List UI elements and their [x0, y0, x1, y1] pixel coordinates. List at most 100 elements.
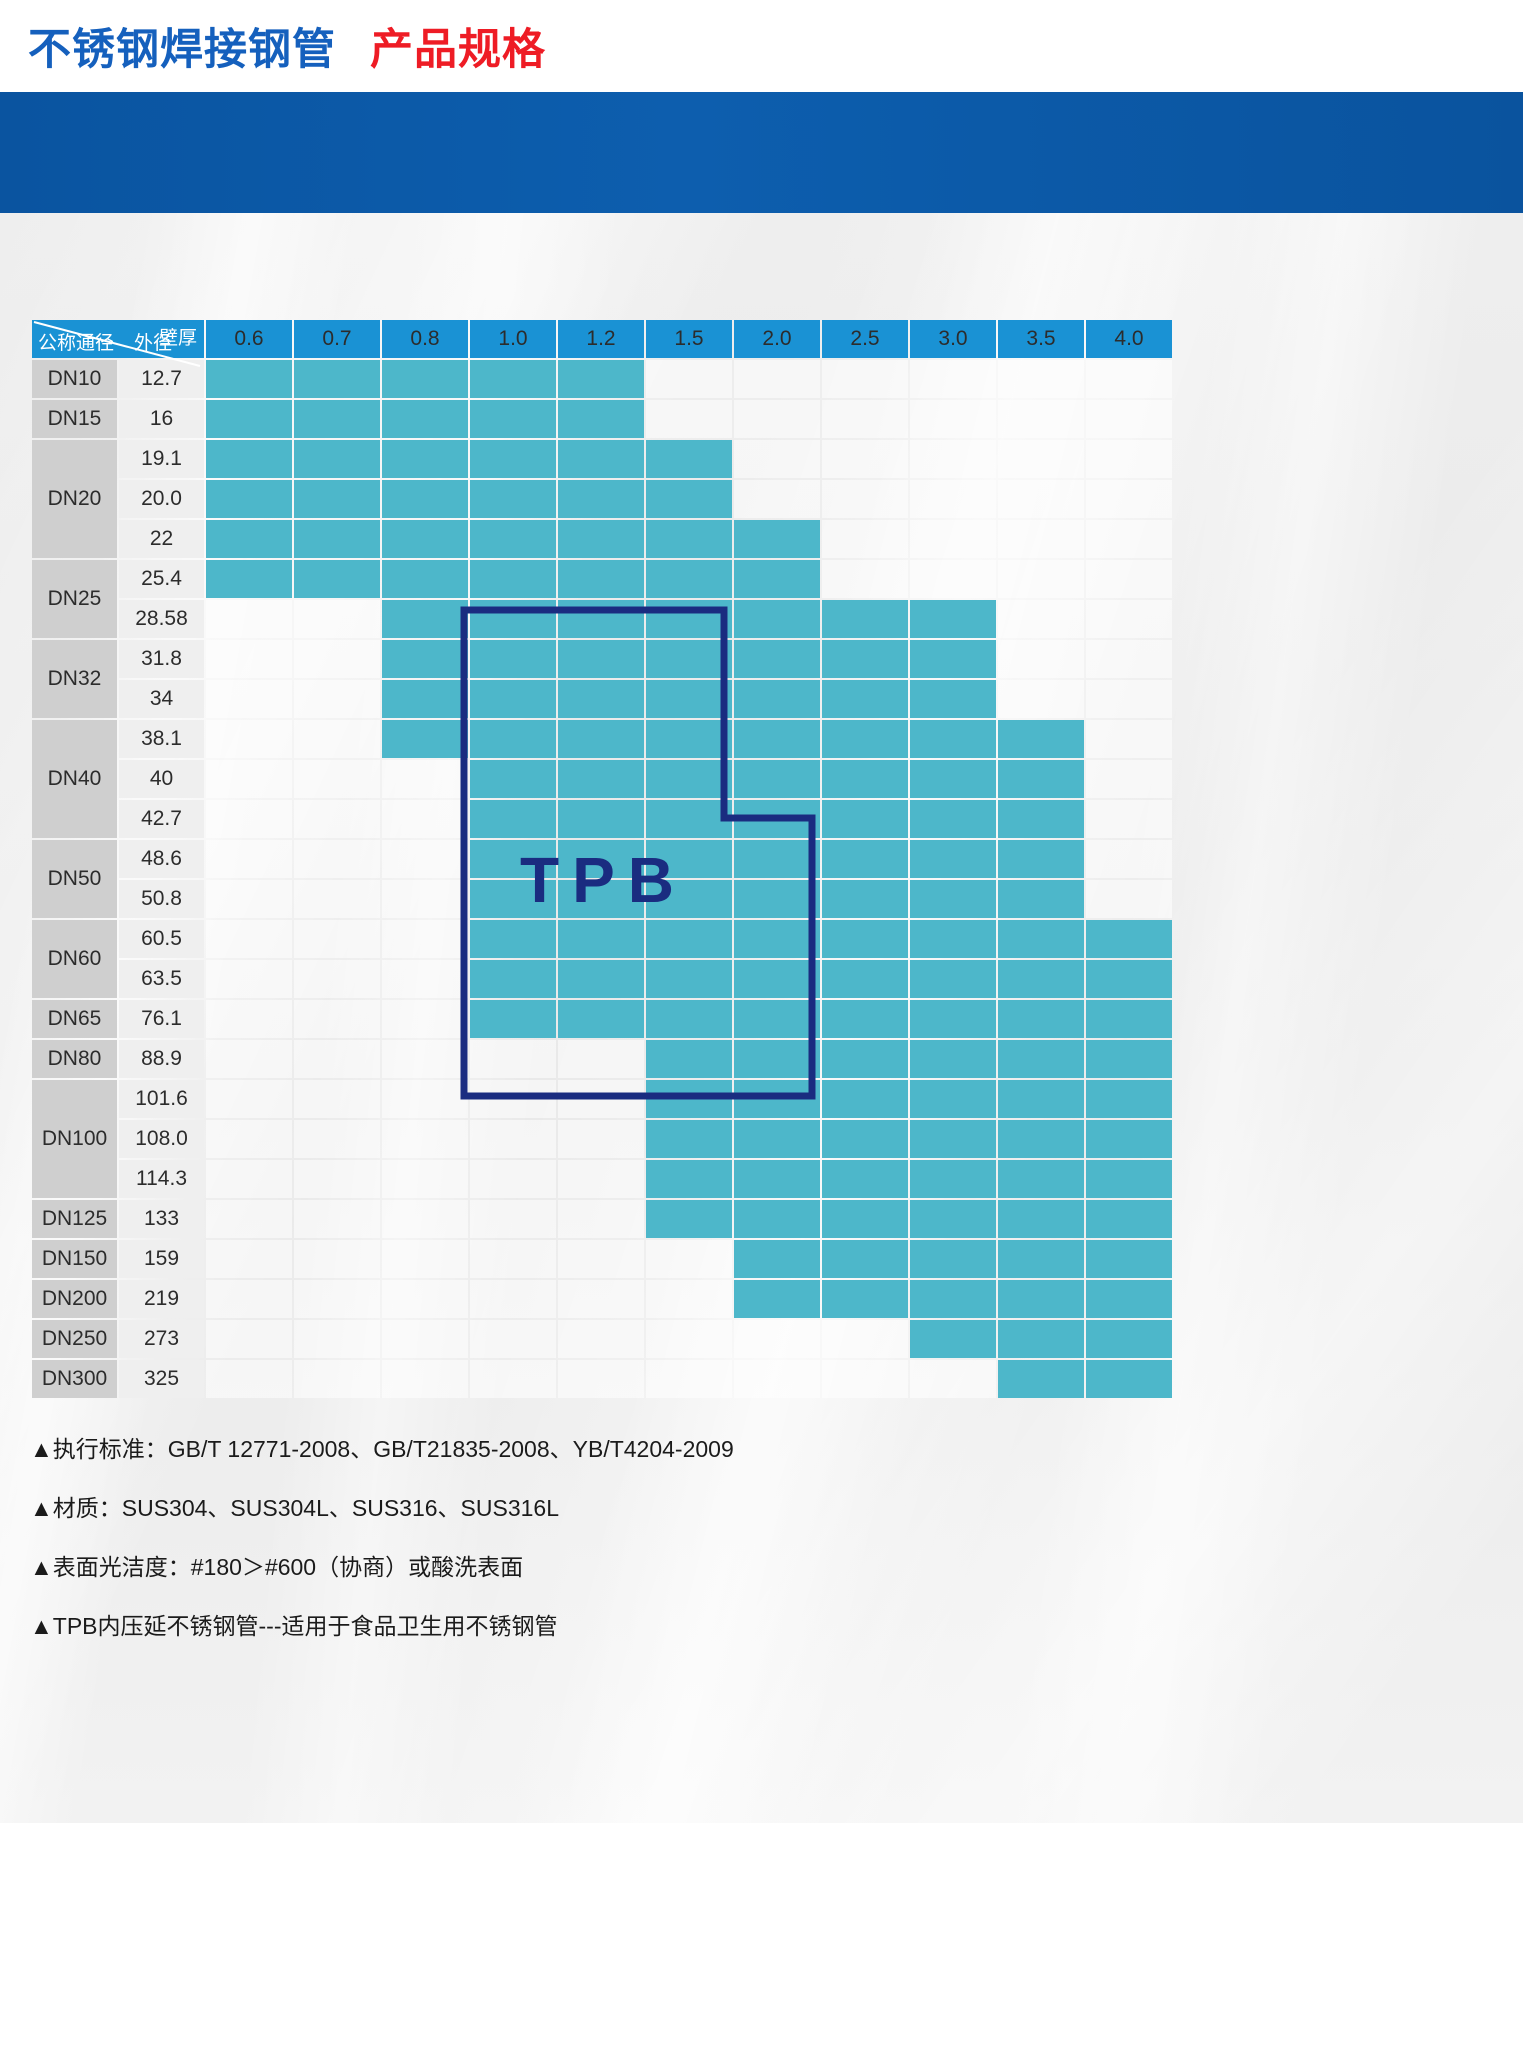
header-thickness-3.0: 3.0: [910, 320, 996, 358]
dn-cell: DN100: [32, 1080, 117, 1198]
availability-cell-filled: [734, 840, 820, 878]
availability-cell-empty: [382, 1120, 468, 1158]
od-cell: 40: [119, 760, 204, 798]
availability-cell-filled: [1086, 920, 1172, 958]
availability-cell-filled: [646, 480, 732, 518]
availability-cell-empty: [734, 360, 820, 398]
availability-cell-filled: [1086, 1240, 1172, 1278]
availability-cell-filled: [382, 640, 468, 678]
availability-cell-filled: [910, 760, 996, 798]
od-cell: 63.5: [119, 960, 204, 998]
availability-cell-filled: [294, 400, 380, 438]
availability-cell-empty: [382, 1360, 468, 1398]
availability-cell-empty: [206, 800, 292, 838]
availability-cell-empty: [206, 1280, 292, 1318]
availability-cell-filled: [294, 480, 380, 518]
header-thickness-1.5: 1.5: [646, 320, 732, 358]
od-cell: 38.1: [119, 720, 204, 758]
od-cell: 42.7: [119, 800, 204, 838]
availability-cell-empty: [206, 1160, 292, 1198]
availability-cell-empty: [382, 1040, 468, 1078]
availability-cell-filled: [470, 560, 556, 598]
availability-cell-filled: [558, 840, 644, 878]
availability-cell-empty: [734, 440, 820, 478]
availability-cell-filled: [558, 600, 644, 638]
availability-cell-empty: [294, 1240, 380, 1278]
availability-cell-empty: [206, 960, 292, 998]
header-thickness-4.0: 4.0: [1086, 320, 1172, 358]
table-row: DN50 48.6: [32, 840, 1172, 918]
availability-cell-filled: [646, 560, 732, 598]
availability-cell-empty: [206, 920, 292, 958]
availability-cell-empty: [910, 520, 996, 558]
availability-cell-empty: [1086, 440, 1172, 478]
availability-cell-filled: [558, 1000, 644, 1038]
table-row: 63.5: [32, 960, 1172, 998]
availability-cell-empty: [734, 1320, 820, 1358]
availability-cell-empty: [294, 1360, 380, 1398]
availability-cell-filled: [822, 840, 908, 878]
availability-cell-filled: [646, 720, 732, 758]
dn-cell: DN15: [32, 400, 117, 438]
availability-cell-filled: [910, 1080, 996, 1118]
availability-cell-filled: [734, 960, 820, 998]
availability-cell-empty: [206, 600, 292, 638]
availability-cell-filled: [558, 480, 644, 518]
availability-cell-empty: [294, 720, 380, 758]
availability-cell-empty: [1086, 800, 1172, 838]
availability-cell-filled: [910, 600, 996, 638]
availability-cell-empty: [206, 1040, 292, 1078]
availability-cell-empty: [910, 440, 996, 478]
header-thickness-0.8: 0.8: [382, 320, 468, 358]
availability-cell-filled: [910, 920, 996, 958]
availability-cell-filled: [646, 1200, 732, 1238]
availability-cell-filled: [822, 680, 908, 718]
availability-cell-filled: [910, 880, 996, 918]
availability-cell-filled: [734, 1280, 820, 1318]
availability-cell-empty: [294, 1320, 380, 1358]
dn-cell: DN32: [32, 640, 117, 718]
dn-cell: DN60: [32, 920, 117, 998]
table-row: 40: [32, 760, 1172, 798]
availability-cell-empty: [1086, 680, 1172, 718]
availability-cell-filled: [558, 920, 644, 958]
availability-cell-filled: [558, 400, 644, 438]
availability-cell-empty: [998, 440, 1084, 478]
availability-cell-empty: [382, 1320, 468, 1358]
availability-cell-filled: [646, 1160, 732, 1198]
dn-cell: DN200: [32, 1280, 117, 1318]
availability-cell-empty: [294, 1280, 380, 1318]
table-row: DN300 325: [32, 1360, 1172, 1398]
availability-cell-filled: [382, 400, 468, 438]
availability-cell-empty: [910, 400, 996, 438]
availability-cell-empty: [294, 640, 380, 678]
availability-cell-filled: [1086, 960, 1172, 998]
availability-cell-filled: [294, 440, 380, 478]
availability-cell-empty: [998, 600, 1084, 638]
availability-cell-filled: [998, 720, 1084, 758]
table-row: DN60 60.5: [32, 920, 1172, 998]
availability-cell-empty: [294, 800, 380, 838]
table-row: 50.8: [32, 880, 1172, 918]
availability-cell-filled: [470, 520, 556, 558]
availability-cell-empty: [822, 1320, 908, 1358]
availability-cell-filled: [1086, 1120, 1172, 1158]
availability-cell-filled: [1086, 1000, 1172, 1038]
availability-cell-filled: [382, 680, 468, 718]
availability-cell-empty: [294, 920, 380, 958]
header-thickness-1.2: 1.2: [558, 320, 644, 358]
footnote-material: ▲材质：SUS304、SUS304L、SUS316、SUS316L: [30, 1495, 560, 1522]
availability-cell-filled: [998, 1280, 1084, 1318]
availability-cell-empty: [558, 1320, 644, 1358]
od-cell: 101.6: [119, 1080, 204, 1118]
availability-cell-filled: [998, 760, 1084, 798]
availability-cell-empty: [206, 680, 292, 718]
availability-cell-filled: [558, 760, 644, 798]
header-corner-cell: 壁厚 公称通径 外径: [32, 320, 204, 367]
availability-cell-empty: [558, 1080, 644, 1118]
availability-cell-empty: [998, 400, 1084, 438]
availability-cell-filled: [646, 1000, 732, 1038]
availability-cell-filled: [558, 440, 644, 478]
availability-cell-empty: [998, 360, 1084, 398]
availability-cell-filled: [910, 840, 996, 878]
